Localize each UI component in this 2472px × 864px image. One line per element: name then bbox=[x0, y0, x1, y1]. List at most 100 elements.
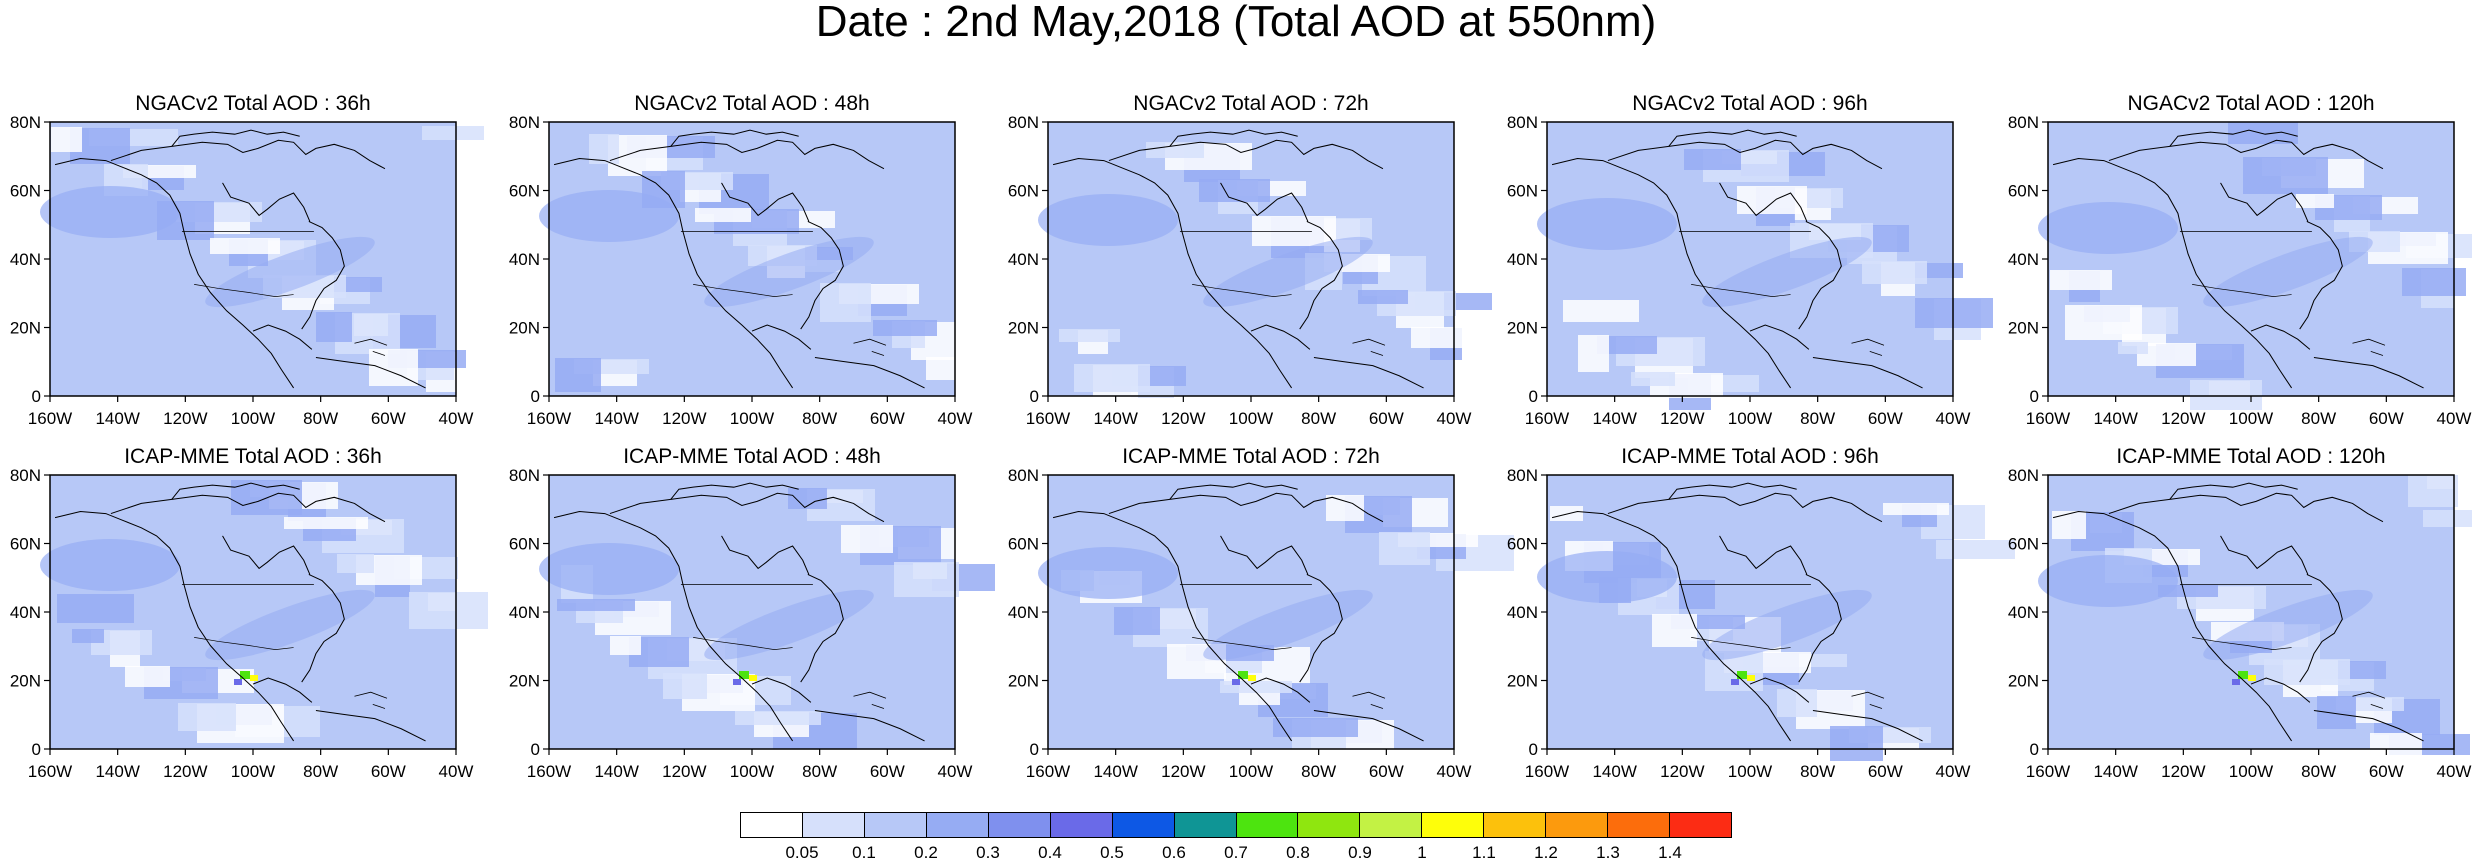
lat-tick-label: 60N bbox=[2008, 182, 2039, 201]
lon-tick-label: 60W bbox=[1868, 762, 1903, 781]
lat-tick-label: 20N bbox=[509, 672, 540, 691]
map-panel: NGACv2 Total AOD : 36h 80N 60N 40N 20N 0 160W 1… bbox=[10, 92, 502, 428]
lon-tick-label: 100W bbox=[2229, 762, 2273, 781]
lon-tick-label: 80W bbox=[303, 409, 338, 428]
lon-tick-label: 160W bbox=[1026, 409, 1070, 428]
lon-tick-label: 40W bbox=[938, 762, 973, 781]
lon-tick-label: 120W bbox=[1660, 762, 1704, 781]
lon-tick-label: 40W bbox=[938, 409, 973, 428]
colorbar-swatch bbox=[1236, 813, 1299, 837]
lat-tick-label: 80N bbox=[10, 466, 41, 485]
lon-tick-label: 140W bbox=[2093, 762, 2137, 781]
panel-title: ICAP-MME Total AOD : 36h bbox=[124, 445, 382, 468]
colorbar-swatch bbox=[1050, 813, 1113, 837]
lat-tick-label: 0 bbox=[2030, 387, 2039, 406]
lat-tick-label: 40N bbox=[10, 250, 41, 269]
lat-tick-label: 60N bbox=[509, 182, 540, 201]
lat-tick-label: 0 bbox=[1529, 740, 1538, 759]
colorbar-swatch bbox=[926, 813, 989, 837]
lat-tick-label: 20N bbox=[1008, 672, 1039, 691]
panel-title: NGACv2 Total AOD : 96h bbox=[1632, 92, 1867, 115]
lat-tick-label: 40N bbox=[509, 250, 540, 269]
lon-tick-label: 120W bbox=[163, 762, 207, 781]
colorbar-swatch bbox=[988, 813, 1051, 837]
lon-tick-label: 160W bbox=[28, 762, 72, 781]
lat-tick-label: 60N bbox=[10, 182, 41, 201]
lon-tick-label: 100W bbox=[730, 409, 774, 428]
colorbar-swatch bbox=[1174, 813, 1237, 837]
lat-tick-label: 60N bbox=[1008, 182, 1039, 201]
colorbar-label: 1 bbox=[1417, 843, 1427, 862]
panel-title: NGACv2 Total AOD : 48h bbox=[634, 92, 869, 115]
figure-title: Date : 2nd May,2018 (Total AOD at 550nm) bbox=[815, 0, 1657, 46]
lat-tick-label: 80N bbox=[1008, 113, 1039, 132]
lat-tick-label: 80N bbox=[1507, 466, 1538, 485]
lon-tick-label: 120W bbox=[2161, 409, 2205, 428]
colorbar-label: 0.3 bbox=[976, 843, 1000, 862]
colorbar-swatch bbox=[1298, 813, 1361, 837]
map-panel: ICAP-MME Total AOD : 48h 80N 60N 40N 20N 0 160… bbox=[509, 445, 995, 781]
lon-tick-label: 140W bbox=[95, 762, 139, 781]
lon-tick-label: 60W bbox=[870, 409, 905, 428]
lat-tick-label: 60N bbox=[1008, 535, 1039, 554]
lon-tick-label: 140W bbox=[95, 409, 139, 428]
lon-tick-label: 160W bbox=[2026, 762, 2070, 781]
lat-tick-label: 20N bbox=[10, 319, 41, 338]
lon-tick-label: 60W bbox=[1369, 409, 1404, 428]
lat-tick-label: 20N bbox=[2008, 672, 2039, 691]
map-panel: NGACv2 Total AOD : 48h 80N 60N 40N 20N 0 160W 1… bbox=[509, 92, 1003, 428]
colorbar-swatch bbox=[1422, 813, 1485, 837]
panel-title: ICAP-MME Total AOD : 72h bbox=[1122, 445, 1380, 468]
colorbar-swatch bbox=[864, 813, 927, 837]
lon-tick-label: 40W bbox=[2437, 409, 2472, 428]
colorbar-swatch bbox=[1484, 813, 1547, 837]
colorbar-label: 0.4 bbox=[1038, 843, 1062, 862]
lon-tick-label: 120W bbox=[1161, 409, 1205, 428]
lon-tick-label: 120W bbox=[2161, 762, 2205, 781]
colorbar-swatch bbox=[1112, 813, 1175, 837]
lon-tick-label: 60W bbox=[1868, 409, 1903, 428]
lon-tick-label: 60W bbox=[2369, 762, 2404, 781]
panel-title: NGACv2 Total AOD : 72h bbox=[1133, 92, 1368, 115]
lon-tick-label: 120W bbox=[662, 762, 706, 781]
lon-tick-label: 100W bbox=[1728, 409, 1772, 428]
lon-tick-label: 80W bbox=[1800, 762, 1835, 781]
lat-tick-label: 0 bbox=[531, 387, 540, 406]
lat-tick-label: 20N bbox=[1507, 672, 1538, 691]
panel-title: NGACv2 Total AOD : 120h bbox=[2127, 92, 2374, 115]
lat-tick-label: 80N bbox=[509, 466, 540, 485]
lon-tick-label: 100W bbox=[2229, 409, 2273, 428]
lat-tick-label: 40N bbox=[1008, 603, 1039, 622]
lat-tick-label: 0 bbox=[32, 740, 41, 759]
lat-tick-label: 0 bbox=[1030, 387, 1039, 406]
colorbar-label: 1.3 bbox=[1596, 843, 1620, 862]
panel-title: NGACv2 Total AOD : 36h bbox=[135, 92, 370, 115]
lon-tick-label: 60W bbox=[371, 762, 406, 781]
map-panel: ICAP-MME Total AOD : 72h 80N 60N 40N 20N 0 160… bbox=[1008, 445, 1514, 781]
lat-tick-label: 40N bbox=[2008, 603, 2039, 622]
panel-title: ICAP-MME Total AOD : 48h bbox=[623, 445, 881, 468]
lat-tick-label: 80N bbox=[509, 113, 540, 132]
colorbar-label: 0.9 bbox=[1348, 843, 1372, 862]
lon-tick-label: 160W bbox=[527, 409, 571, 428]
lon-tick-label: 120W bbox=[163, 409, 207, 428]
lon-tick-label: 160W bbox=[527, 762, 571, 781]
colorbar-swatch bbox=[1546, 813, 1609, 837]
lon-tick-label: 160W bbox=[28, 409, 72, 428]
lon-tick-label: 100W bbox=[231, 762, 275, 781]
map-panel: ICAP-MME Total AOD : 36h 80N 60N 40N 20N 0 160… bbox=[10, 445, 488, 781]
lon-tick-label: 40W bbox=[1437, 409, 1472, 428]
lon-tick-label: 40W bbox=[2437, 762, 2472, 781]
lon-tick-label: 140W bbox=[1592, 409, 1636, 428]
panel-title: ICAP-MME Total AOD : 96h bbox=[1621, 445, 1879, 468]
lat-tick-label: 40N bbox=[1507, 603, 1538, 622]
lon-tick-label: 80W bbox=[802, 762, 837, 781]
colorbar-swatch bbox=[741, 813, 803, 837]
map-panel: NGACv2 Total AOD : 72h 80N 60N 40N 20N 0 160W 1… bbox=[1008, 92, 1492, 428]
lon-tick-label: 140W bbox=[594, 409, 638, 428]
colorbar-label: 1.1 bbox=[1472, 843, 1496, 862]
lon-tick-label: 140W bbox=[1093, 409, 1137, 428]
lon-tick-label: 100W bbox=[231, 409, 275, 428]
lon-tick-label: 100W bbox=[1229, 762, 1273, 781]
map-panel: NGACv2 Total AOD : 96h 80N 60N 40N 20N 0 160W 1… bbox=[1507, 92, 1993, 428]
